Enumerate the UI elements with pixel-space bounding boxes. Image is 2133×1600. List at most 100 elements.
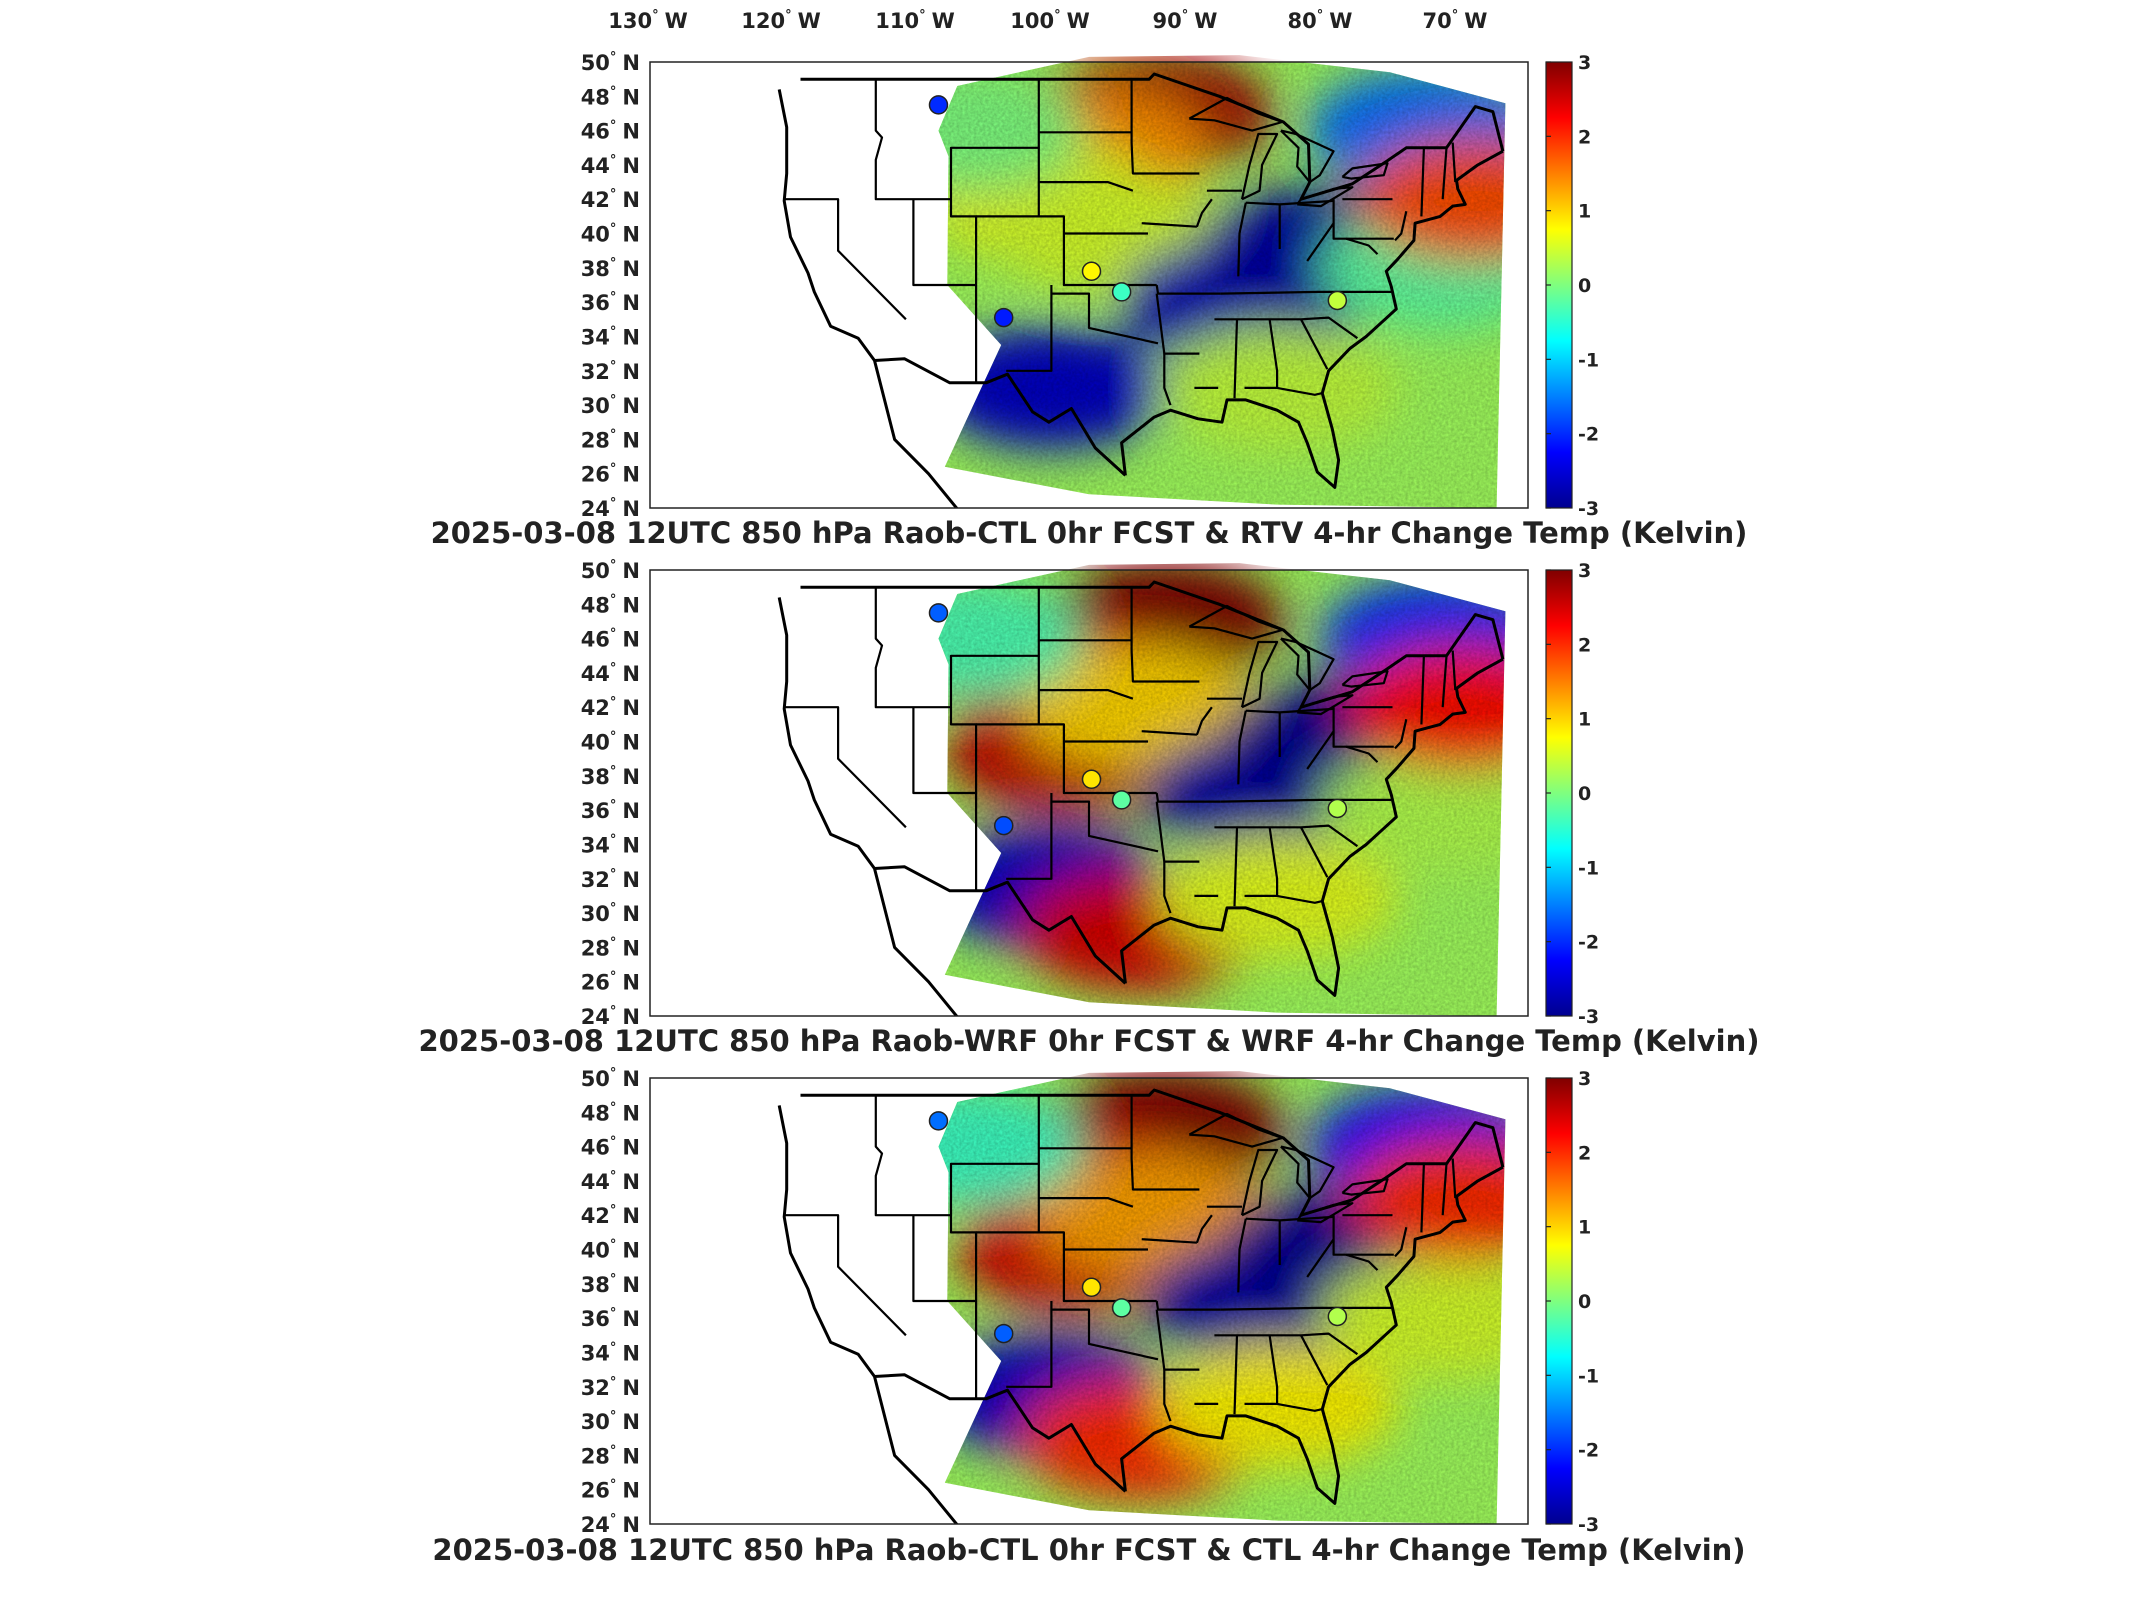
state-boundary xyxy=(1300,1334,1329,1386)
lake-outline xyxy=(1188,1112,1284,1148)
lat-tick-label: 50° N xyxy=(581,1066,640,1091)
raob-station-marker xyxy=(928,603,949,623)
state-boundary xyxy=(1244,319,1279,389)
lat-tick-label: 30° N xyxy=(581,901,640,926)
state-boundary xyxy=(1163,861,1172,914)
lat-tick-label: 32° N xyxy=(581,359,640,384)
coastline xyxy=(777,1105,959,1524)
coastline xyxy=(777,89,959,508)
lon-tick-label: 110° W xyxy=(875,8,955,33)
plot-frame xyxy=(649,569,1529,1017)
raob-station-marker xyxy=(993,815,1014,836)
lake-outline xyxy=(1240,1148,1279,1217)
state-boundary xyxy=(1332,199,1394,240)
lon-tick-label: 70° W xyxy=(1423,8,1488,33)
state-boundary xyxy=(1237,202,1247,277)
raob-station-marker xyxy=(993,307,1014,328)
raob-station-marker xyxy=(1327,1306,1348,1327)
raob-station-marker xyxy=(928,1111,949,1131)
state-boundary xyxy=(1245,707,1334,714)
state-boundary xyxy=(1155,1300,1221,1311)
map-outlines xyxy=(777,580,1505,1016)
state-boundary xyxy=(1237,1218,1247,1293)
state-boundary xyxy=(1006,285,1053,372)
lat-tick-label: 24° N xyxy=(581,1004,640,1029)
lake-outline xyxy=(1280,1145,1335,1200)
lat-tick-label: 40° N xyxy=(581,730,640,755)
lat-tick-label: 36° N xyxy=(581,290,640,315)
state-boundary xyxy=(1332,1215,1394,1256)
state-boundary xyxy=(1345,237,1379,255)
longitude-tick-labels: 130° W 120° W 110° W 100° W 90° W 80° W 70° W xyxy=(608,8,1487,33)
lat-tick-label: 50° N xyxy=(581,558,640,583)
lake-outline xyxy=(1240,132,1279,201)
state-boundary xyxy=(1245,1215,1334,1222)
state-boundary xyxy=(1244,827,1279,898)
state-boundary xyxy=(976,723,1157,795)
colorbar-tick-label: -2 xyxy=(1578,1440,1599,1462)
colorbar-tick-label: -3 xyxy=(1578,1514,1599,1536)
lon-tick-label: 130° W xyxy=(608,8,688,33)
state-boundary xyxy=(1237,710,1247,785)
state-boundary xyxy=(1006,793,1053,880)
lat-tick-label: 40° N xyxy=(581,1238,640,1263)
state-boundary xyxy=(1141,730,1197,736)
state-boundary xyxy=(1195,1214,1213,1244)
lat-tick-label: 32° N xyxy=(581,867,640,892)
temperature-field xyxy=(938,1071,1506,1524)
state-boundary xyxy=(1051,1308,1159,1361)
lat-tick-label: 46° N xyxy=(581,1135,640,1160)
map-panel-2: 50° N 48° N 46° N 44° N 42° N 40° N 38° N 36° N 34° N 32° N… xyxy=(418,558,1759,1058)
state-boundary xyxy=(1306,730,1335,770)
lat-tick-label: 28° N xyxy=(581,427,640,452)
lat-tick-label: 28° N xyxy=(581,935,640,960)
lat-tick-label: 30° N xyxy=(581,1409,640,1434)
lat-tick-label: 40° N xyxy=(581,222,640,247)
lake-outline xyxy=(1296,186,1354,208)
state-boundary xyxy=(1233,319,1239,399)
lat-tick-label: 38° N xyxy=(581,1272,640,1297)
state-boundary xyxy=(976,1231,1157,1303)
coastline xyxy=(874,865,1127,985)
state-boundary xyxy=(1163,1369,1172,1422)
field-texture xyxy=(938,570,1506,1016)
colorbar: 3 2 1 0 -1 -2 -3 xyxy=(1545,52,1599,520)
colorbar-tick-label: 3 xyxy=(1578,52,1591,74)
state-boundary xyxy=(976,215,1157,287)
lat-tick-label: 50° N xyxy=(581,50,640,75)
field-texture xyxy=(938,1078,1506,1524)
state-boundary xyxy=(1141,1238,1197,1244)
coastline xyxy=(1120,1165,1504,1505)
raob-station-marker xyxy=(993,1323,1014,1344)
panel-title: 2025-03-08 12UTC 850 hPa Raob-WRF 0hr FC… xyxy=(418,1024,1759,1058)
lat-tick-label: 44° N xyxy=(581,153,640,178)
state-boundary xyxy=(1306,222,1335,262)
plot-frame xyxy=(649,61,1529,509)
raob-station-marker xyxy=(1111,282,1132,302)
state-boundary xyxy=(1195,706,1213,736)
state-boundary xyxy=(1051,800,1159,853)
lake-outline xyxy=(1280,637,1335,692)
raob-station-marker xyxy=(1111,1298,1132,1318)
state-boundary xyxy=(912,707,978,795)
state-boundary xyxy=(1276,1402,1323,1412)
state-boundary xyxy=(1130,79,1200,175)
lat-tick-label: 34° N xyxy=(581,324,640,349)
state-boundary xyxy=(1420,1163,1425,1233)
lat-tick-label: 48° N xyxy=(581,1100,640,1125)
colorbar-tick-label: 0 xyxy=(1578,783,1591,805)
state-boundary xyxy=(1244,1335,1279,1406)
latitude-tick-labels: 50° N 48° N 46° N 44° N 42° N 40° N 38° N 36° N 34° N 32° N… xyxy=(581,1066,640,1537)
state-boundary xyxy=(1345,745,1379,763)
lat-tick-label: 44° N xyxy=(581,661,640,686)
state-boundary xyxy=(1038,688,1134,700)
lat-tick-label: 32° N xyxy=(581,1375,640,1400)
state-boundary xyxy=(1420,655,1425,725)
latitude-tick-labels: 50° N 48° N 46° N 44° N 42° N 40° N 38° N 36° N 34° N 32° N… xyxy=(581,50,640,521)
lake-outline xyxy=(1188,604,1284,640)
lake-outline xyxy=(1296,1202,1354,1224)
state-boundary xyxy=(785,1214,907,1337)
lat-tick-label: 44° N xyxy=(581,1169,640,1194)
temperature-field xyxy=(938,563,1506,1016)
lat-tick-label: 38° N xyxy=(581,764,640,789)
